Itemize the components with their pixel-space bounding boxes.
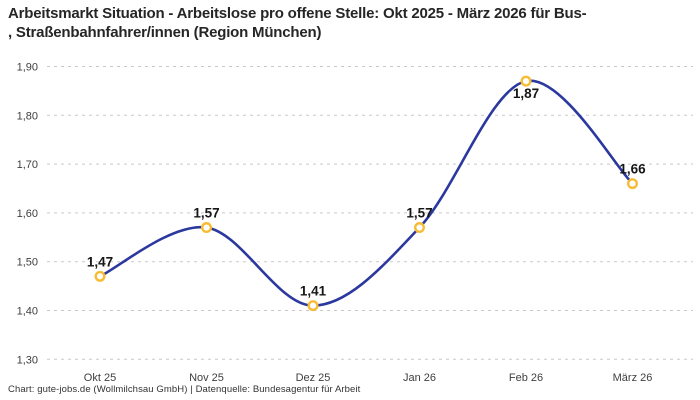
x-tick-label: Jan 26 [403, 372, 436, 384]
value-label: 1,57 [406, 206, 432, 221]
value-label: 1,57 [193, 206, 219, 221]
data-point-marker[interactable] [94, 270, 106, 282]
y-tick-label: 1,50 [17, 257, 38, 269]
y-tick-label: 1,60 [17, 208, 38, 220]
data-point-marker[interactable] [520, 75, 532, 87]
value-label: 1,41 [300, 284, 327, 299]
data-point-marker[interactable] [200, 222, 212, 234]
y-tick-label: 1,80 [17, 110, 38, 122]
x-tick-label: Feb 26 [509, 372, 543, 384]
y-tick-label: 1,40 [17, 306, 38, 318]
chart-title: Arbeitsmarkt Situation - Arbeitslose pro… [8, 5, 680, 42]
data-line [98, 79, 634, 307]
value-label: 1,66 [619, 162, 646, 177]
data-point-marker[interactable] [307, 300, 319, 312]
value-label: 1,47 [87, 254, 113, 269]
x-tick-label: Dez 25 [296, 372, 331, 384]
y-tick-label: 1,30 [17, 354, 38, 366]
x-tick-label: Nov 25 [189, 372, 224, 384]
x-tick-label: März 26 [613, 372, 653, 384]
value-label: 1,87 [513, 86, 539, 101]
x-tick-label: Okt 25 [84, 372, 116, 384]
chart-title-line2: , Straßenbahnfahrer/innen (Region Münche… [8, 23, 322, 41]
y-tick-label: 1,90 [17, 62, 38, 74]
y-tick-label: 1,70 [17, 159, 38, 171]
chart-title-line1: Arbeitsmarkt Situation - Arbeitslose pro… [8, 5, 587, 22]
data-point-marker[interactable] [627, 178, 639, 190]
data-point-marker[interactable] [414, 222, 426, 234]
chart-attribution: Chart: gute-jobs.de (Wollmilchsau GmbH) … [8, 384, 361, 395]
